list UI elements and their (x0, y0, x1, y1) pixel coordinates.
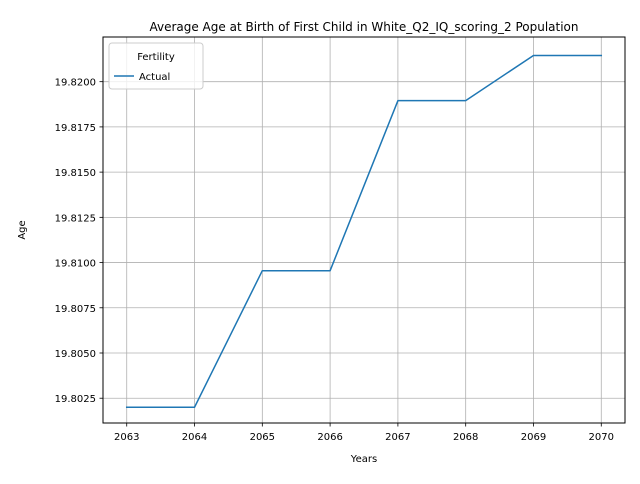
y-axis-ticks: 19.8025 19.8050 19.8075 19.8100 19.8125 19.81… (55, 78, 103, 405)
y-axis-label: Age (17, 220, 28, 239)
y-tick-label: 19.8100 (55, 259, 96, 270)
y-tick-label: 19.8200 (55, 78, 96, 89)
y-tick-label: 19.8025 (55, 394, 96, 405)
x-tick-label: 2065 (250, 432, 275, 443)
y-tick-label: 19.8150 (55, 168, 96, 179)
x-tick-label: 2067 (385, 432, 410, 443)
x-axis-ticks: 2063 2064 2065 2066 2067 2068 2069 2070 (114, 423, 614, 443)
plot-frame (102, 36, 626, 424)
x-tick-label: 2070 (589, 432, 614, 443)
series-layer (125, 54, 603, 409)
y-tick-label: 19.8075 (55, 304, 96, 315)
y-tick-label: 19.8175 (55, 123, 96, 134)
x-tick-label: 2068 (453, 432, 478, 443)
legend: Fertility Actual (108, 42, 204, 90)
legend-box (108, 42, 204, 90)
chart-title: Average Age at Birth of First Child in W… (149, 20, 578, 34)
x-tick-label: 2069 (521, 432, 546, 443)
x-axis-label: Years (350, 454, 377, 465)
series-line-actual (125, 54, 603, 409)
y-tick-label: 19.8050 (55, 349, 96, 360)
y-tick-label: 19.8125 (55, 213, 96, 224)
legend-entry-actual: Actual (139, 72, 170, 83)
x-tick-label: 2064 (182, 432, 207, 443)
x-tick-label: 2063 (114, 432, 139, 443)
x-tick-label: 2066 (317, 432, 342, 443)
legend-title: Fertility (137, 52, 175, 63)
